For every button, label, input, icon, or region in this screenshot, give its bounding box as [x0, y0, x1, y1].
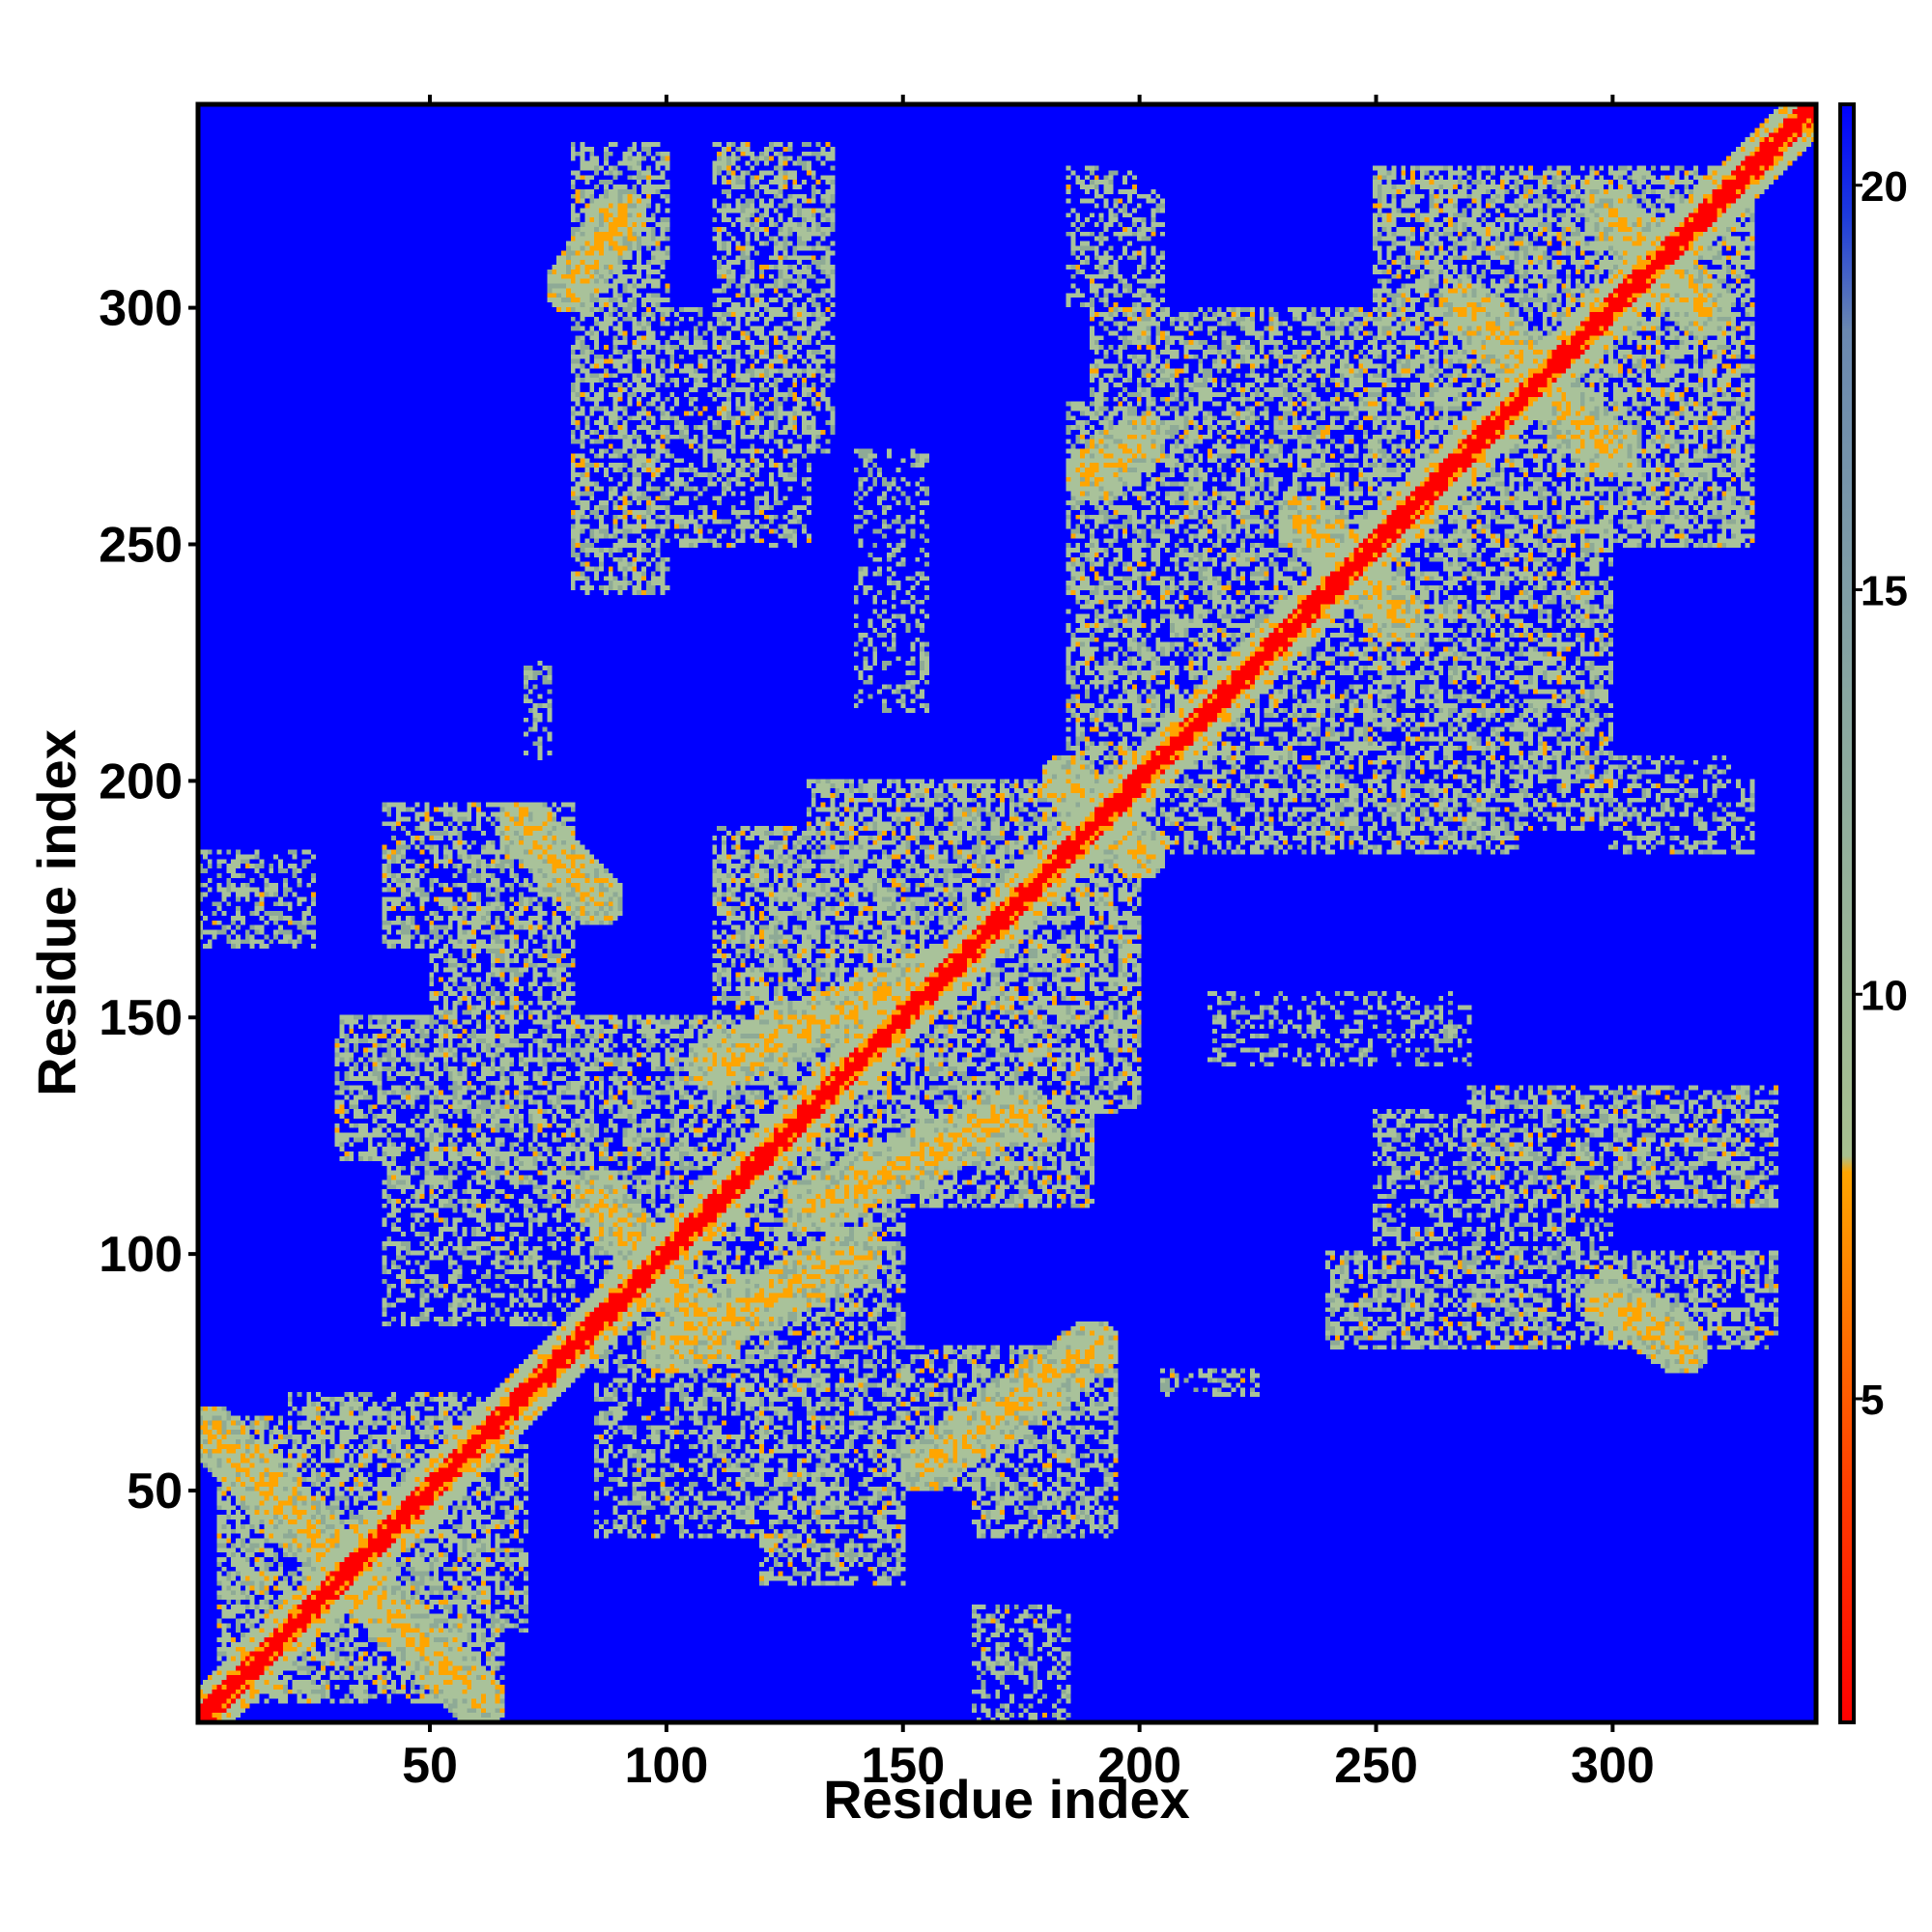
x-tick-label: 150 — [861, 1738, 945, 1794]
y-axis-ticks: 50 100 150 200 250 300 — [99, 281, 198, 1520]
x-tick-label: 100 — [624, 1738, 708, 1794]
colorbar-tick-label: 10 — [1861, 972, 1908, 1019]
y-tick-label: 250 — [99, 517, 183, 573]
colorbar-tick-label: 5 — [1861, 1377, 1884, 1424]
x-tick-label: 300 — [1571, 1738, 1655, 1794]
plot-frame — [195, 101, 1819, 1725]
colorbar: 5 10 15 20 — [1838, 102, 1908, 1724]
x-tick-label: 250 — [1334, 1738, 1418, 1794]
y-tick-label: 100 — [99, 1227, 183, 1283]
heatmap-area — [198, 104, 1816, 1722]
x-tick-label: 200 — [1097, 1738, 1181, 1794]
x-tick-label: 50 — [402, 1738, 458, 1794]
y-axis-title: Residue index — [26, 729, 87, 1096]
colorbar-gradient — [1838, 102, 1856, 1724]
colorbar-ticks: 5 10 15 20 — [1854, 163, 1908, 1424]
x-axis-ticks: 50 100 150 200 250 300 — [402, 95, 1655, 1794]
y-tick-label: 50 — [127, 1463, 183, 1520]
y-tick-label: 150 — [99, 990, 183, 1046]
x-axis-title: Residue index — [823, 1769, 1190, 1830]
colorbar-tick-label: 20 — [1861, 163, 1908, 211]
contact-map-image — [198, 104, 1816, 1722]
y-tick-label: 200 — [99, 753, 183, 810]
colorbar-tick-label: 15 — [1861, 568, 1908, 615]
y-tick-label: 300 — [99, 281, 183, 337]
